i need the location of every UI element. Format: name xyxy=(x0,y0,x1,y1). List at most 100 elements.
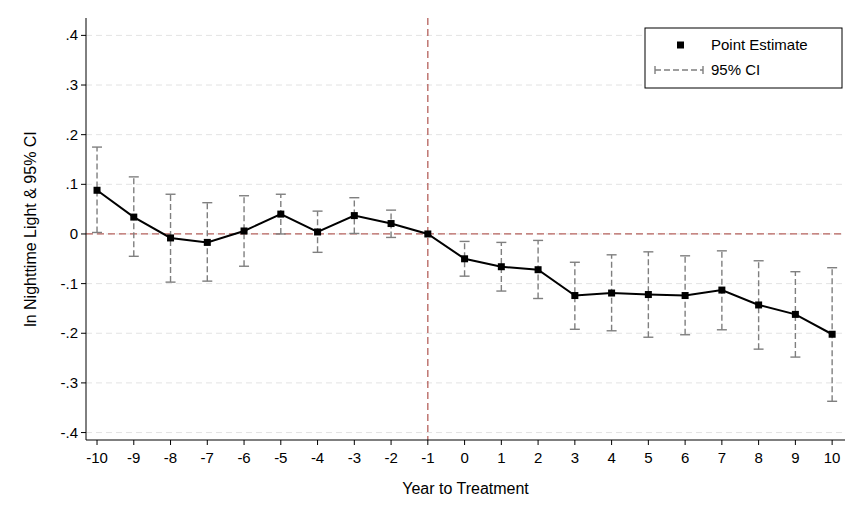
error-bar xyxy=(717,251,727,330)
y-tick xyxy=(81,382,86,383)
error-bar-cap xyxy=(386,237,396,238)
point-marker xyxy=(461,255,468,262)
y-tick-label: -.2 xyxy=(60,324,78,341)
x-tick xyxy=(721,440,722,445)
error-bar-cap xyxy=(166,281,176,282)
error-bar xyxy=(166,194,176,282)
x-tick-label: -7 xyxy=(201,449,214,466)
point-marker xyxy=(571,292,578,299)
x-tick xyxy=(795,440,796,445)
x-tick-label: 8 xyxy=(754,449,762,466)
y-tick xyxy=(81,233,86,234)
error-bar-cap xyxy=(496,290,506,291)
x-tick xyxy=(574,440,575,445)
error-bar xyxy=(680,256,690,335)
reference-line xyxy=(86,233,845,234)
error-bar xyxy=(313,211,323,252)
error-bar xyxy=(790,272,800,357)
x-tick xyxy=(611,440,612,445)
error-bar xyxy=(276,194,286,234)
error-bar-cap xyxy=(496,242,506,243)
x-tick xyxy=(133,440,134,445)
point-marker xyxy=(608,290,615,297)
point-marker xyxy=(388,220,395,227)
x-tick-label: 9 xyxy=(791,449,799,466)
error-bar-cap xyxy=(386,209,396,210)
y-tick-label: .1 xyxy=(65,175,78,192)
grid-line xyxy=(86,333,845,334)
x-tick-label: 2 xyxy=(534,449,542,466)
error-bar-cap xyxy=(607,254,617,255)
y-tick xyxy=(81,333,86,334)
error-bar-cap xyxy=(717,329,727,330)
x-tick-label: -4 xyxy=(311,449,324,466)
x-axis-title: Year to Treatment xyxy=(402,480,529,497)
legend-ci-cap xyxy=(702,66,703,74)
legend-box xyxy=(645,28,842,88)
error-bar xyxy=(92,147,102,232)
point-marker xyxy=(535,266,542,273)
y-tick xyxy=(81,283,86,284)
x-tick xyxy=(832,440,833,445)
series-line xyxy=(97,190,832,334)
point-marker xyxy=(241,227,248,234)
error-bar xyxy=(349,198,359,234)
error-bar-cap xyxy=(92,232,102,233)
error-bar-cap xyxy=(202,202,212,203)
error-bar-cap xyxy=(349,197,359,198)
error-bar xyxy=(607,255,617,331)
x-tick xyxy=(170,440,171,445)
error-bar-cap xyxy=(533,298,543,299)
x-tick xyxy=(464,440,465,445)
y-tick xyxy=(81,184,86,185)
point-marker xyxy=(94,187,101,194)
y-tick xyxy=(81,432,86,433)
x-tick-label: -8 xyxy=(164,449,177,466)
error-bar-cap xyxy=(570,329,580,330)
error-bar xyxy=(754,261,764,349)
x-tick-label: -6 xyxy=(237,449,250,466)
x-tick-label: 0 xyxy=(460,449,468,466)
error-bar-cap xyxy=(643,337,653,338)
error-bar-cap xyxy=(129,256,139,257)
x-tick xyxy=(501,440,502,445)
x-tick xyxy=(685,440,686,445)
point-marker xyxy=(718,287,725,294)
error-bar-cap xyxy=(349,233,359,234)
error-bar-cap xyxy=(533,240,543,241)
x-tick xyxy=(427,440,428,445)
error-bar-cap xyxy=(607,330,617,331)
grid-line xyxy=(86,283,845,284)
error-bar-cap xyxy=(202,280,212,281)
point-marker xyxy=(498,263,505,270)
grid-line xyxy=(86,382,845,383)
x-tick-label: 10 xyxy=(824,449,841,466)
legend: Point Estimate95% CI xyxy=(645,28,842,88)
x-tick-label: 3 xyxy=(571,449,579,466)
error-bar-cap xyxy=(827,401,837,402)
chart: -.4-.3-.2-.10.1.2.3.4-10-9-8-7-6-5-4-3-2… xyxy=(0,0,865,519)
x-tick-label: 4 xyxy=(607,449,615,466)
error-bar-cap xyxy=(239,266,249,267)
error-bar-cap xyxy=(276,233,286,234)
error-bar-cap xyxy=(239,195,249,196)
legend-ci-cap xyxy=(654,66,655,74)
grid-line xyxy=(86,233,845,234)
y-tick xyxy=(81,35,86,36)
x-tick xyxy=(648,440,649,445)
reference-line xyxy=(427,18,428,440)
point-marker xyxy=(314,228,321,235)
error-bar-cap xyxy=(460,275,470,276)
error-bar xyxy=(496,242,506,291)
point-marker xyxy=(167,234,174,241)
x-tick-label: -1 xyxy=(421,449,434,466)
error-bar xyxy=(386,210,396,237)
error-bar xyxy=(239,196,249,266)
error-bar-cap xyxy=(790,271,800,272)
legend-ci-line xyxy=(655,69,703,70)
error-bar xyxy=(129,177,139,256)
point-marker xyxy=(130,214,137,221)
y-tick-label: -.4 xyxy=(60,424,78,441)
y-tick-label: -.3 xyxy=(60,374,78,391)
x-tick-label: -10 xyxy=(86,449,108,466)
